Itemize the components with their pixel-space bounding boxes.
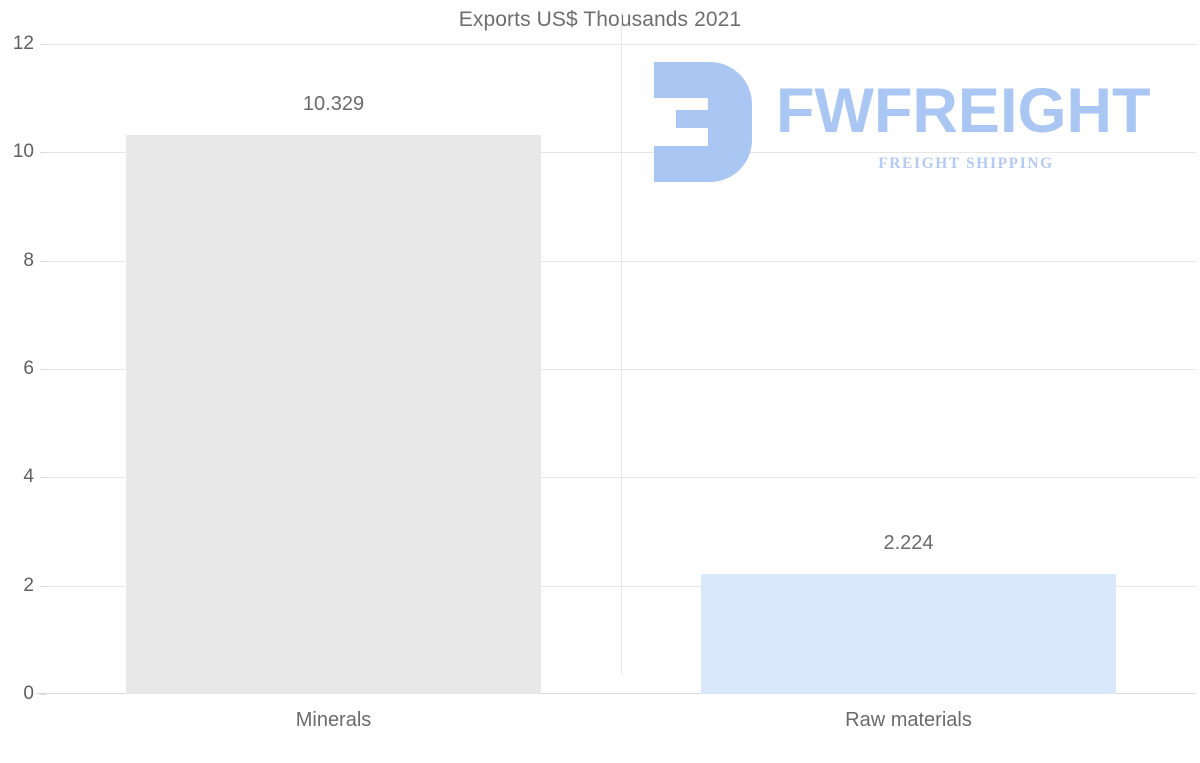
plot-area: 0 2 4 6 8 10 12 10.329 Minerals 2.224 Raw material… — [13, 12, 1196, 731]
y-axis-tick-mark — [40, 585, 46, 587]
y-axis-tick-label: 6 — [23, 358, 34, 379]
y-axis-tick-mark — [40, 44, 46, 45]
bar[interactable] — [125, 134, 542, 694]
category-divider — [621, 12, 622, 674]
y-axis-tick-mark — [40, 260, 46, 262]
y-axis-tick-mark — [40, 369, 46, 370]
x-axis-category-label: Minerals — [295, 709, 372, 731]
bar[interactable] — [700, 573, 1117, 694]
y-axis-tick-label: 8 — [23, 249, 34, 271]
x-axis-line — [36, 693, 1196, 694]
y-axis-tick-label: 2 — [23, 574, 34, 596]
y-axis-tick-mark — [40, 152, 46, 154]
bar-value-label: 2.224 — [883, 531, 934, 554]
chart-title: Exports US$ Thousands 2021 — [458, 8, 742, 31]
y-axis-tick-label: 12 — [12, 33, 34, 54]
y-axis-tick-mark — [40, 477, 46, 479]
y-axis-tick-label: 4 — [23, 466, 34, 488]
x-axis-category-label: Raw materials — [845, 709, 972, 731]
y-axis-tick-label: 10 — [12, 141, 34, 163]
y-axis-tick-mark — [40, 694, 46, 695]
y-axis-tick-label: 0 — [23, 683, 34, 704]
bar-value-label: 10.329 — [302, 92, 365, 115]
